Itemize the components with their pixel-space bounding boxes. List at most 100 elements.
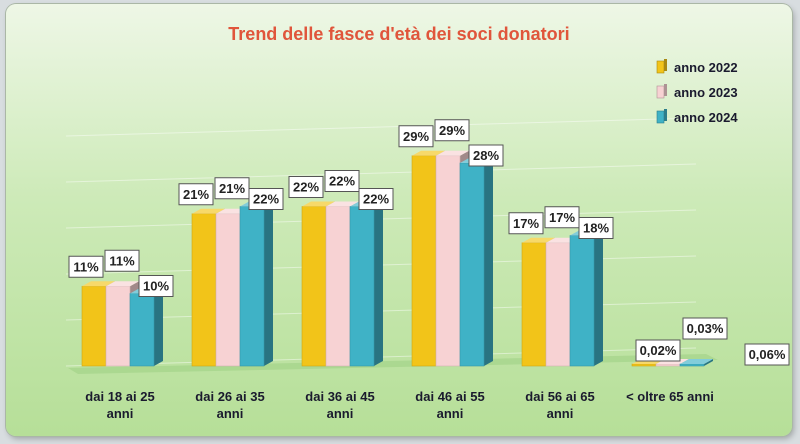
bar-side <box>594 230 603 366</box>
bar-front <box>435 155 461 367</box>
data-label: 28% <box>468 144 504 167</box>
bar-top <box>326 201 359 207</box>
data-label-text: 11% <box>109 253 135 268</box>
legend-swatch <box>656 85 665 99</box>
bar-front <box>411 155 437 367</box>
data-label: 22% <box>358 188 394 210</box>
category-label: dai 26 ai 35 anni <box>195 389 264 421</box>
data-label-text: 18% <box>583 221 609 236</box>
bar-side <box>154 288 163 366</box>
bar-top <box>680 359 713 364</box>
legend-label: anno 2023 <box>674 85 738 100</box>
data-label-text: 29% <box>403 129 429 144</box>
data-label: 21% <box>214 177 250 200</box>
bar-side <box>484 158 493 366</box>
bar-front <box>631 363 657 367</box>
legend-swatch-side <box>664 59 667 71</box>
category-label-line: dai 56 ai 65 <box>525 389 594 404</box>
bar-group: 17% 17% 18% <box>508 206 614 367</box>
data-label: 17% <box>508 212 544 235</box>
gridline <box>65 117 697 137</box>
bar-front <box>569 235 595 367</box>
data-label: 21% <box>178 183 214 206</box>
bar-anno-2024 <box>349 201 383 367</box>
legend: anno 2022 anno 2023 anno 2024 <box>656 59 738 125</box>
data-label-text: 22% <box>329 174 355 189</box>
bar-front <box>325 206 351 367</box>
data-label-text: 21% <box>183 187 209 202</box>
data-label-box <box>682 317 728 340</box>
data-label: 29% <box>398 125 434 148</box>
legend-item: anno 2023 <box>656 84 738 100</box>
data-label: 22% <box>324 170 360 192</box>
category-label: dai 18 ai 25 anni <box>85 389 154 421</box>
data-label: 18% <box>578 217 614 239</box>
data-label-text: 0,03% <box>687 321 724 336</box>
category-label-line: < oltre 65 anni <box>626 389 714 404</box>
bar-front <box>239 206 265 367</box>
bar-front <box>459 162 485 367</box>
bar-front <box>521 242 547 367</box>
bar-front <box>679 363 705 367</box>
category-label-line: anni <box>437 406 464 421</box>
category-label-line: dai 18 ai 25 <box>85 389 154 404</box>
bar-group: 22% 22% 22% <box>288 170 394 367</box>
bar-anno-2024 <box>129 288 163 367</box>
data-label-box <box>468 144 504 167</box>
legend-label: anno 2022 <box>674 60 738 75</box>
data-label-box <box>434 119 470 142</box>
data-label-box <box>324 170 360 192</box>
data-label-box <box>358 188 394 210</box>
legend-swatch-side <box>664 109 667 121</box>
data-label-box <box>508 212 544 235</box>
bar-top <box>192 208 225 214</box>
bar-front <box>655 363 681 367</box>
category-label: dai 56 ai 65 anni <box>525 389 594 421</box>
bar-top <box>302 201 335 207</box>
legend-swatch-side <box>664 84 667 96</box>
bar-front <box>81 285 107 367</box>
bar-side <box>374 201 383 366</box>
data-label-text: 17% <box>513 216 539 231</box>
bar-front <box>301 206 327 367</box>
bar-front <box>349 206 375 367</box>
data-label: 22% <box>288 176 324 198</box>
data-label-box <box>578 217 614 239</box>
bar-chart: Trend delle fasce d'età dei soci donator… <box>65 24 790 421</box>
chart-frame: Trend delle fasce d'età dei soci donator… <box>6 4 792 436</box>
bar-top <box>82 281 115 287</box>
data-label: 0,03% <box>682 317 728 340</box>
category-label-line: anni <box>547 406 574 421</box>
data-label-box <box>635 339 681 362</box>
data-label: 0,06% <box>744 343 790 366</box>
legend-swatch <box>656 60 665 74</box>
bar-group: 11% 11% 10% <box>68 249 174 367</box>
data-label-box <box>178 183 214 206</box>
category-label: dai 46 ai 55 anni <box>415 389 484 421</box>
data-label: 17% <box>544 206 580 229</box>
data-label-text: 22% <box>293 180 319 195</box>
legend-item: anno 2024 <box>656 109 738 125</box>
bar-side <box>264 201 273 366</box>
data-label: 29% <box>434 119 470 142</box>
data-label-text: 0,06% <box>749 347 786 362</box>
bar-anno-2024 <box>239 201 273 367</box>
legend-swatch <box>656 110 665 124</box>
data-label-text: 11% <box>73 259 99 274</box>
category-label-line: anni <box>327 406 354 421</box>
legend-label: anno 2024 <box>674 110 738 125</box>
category-label-line: dai 36 ai 45 <box>305 389 374 404</box>
data-label-text: 21% <box>219 181 245 196</box>
bar-group: 21% 21% 22% <box>178 177 284 367</box>
data-label-box <box>288 176 324 198</box>
category-label-line: dai 26 ai 35 <box>195 389 264 404</box>
data-label-box <box>138 275 174 297</box>
gridline <box>65 163 697 183</box>
category-label-line: anni <box>107 406 134 421</box>
data-label-text: 22% <box>363 192 389 207</box>
bar-front <box>545 242 571 367</box>
bar-anno-2024 <box>679 359 713 367</box>
bar-front <box>191 213 217 367</box>
bar-side <box>704 359 713 366</box>
category-label: dai 36 ai 45 anni <box>305 389 374 421</box>
